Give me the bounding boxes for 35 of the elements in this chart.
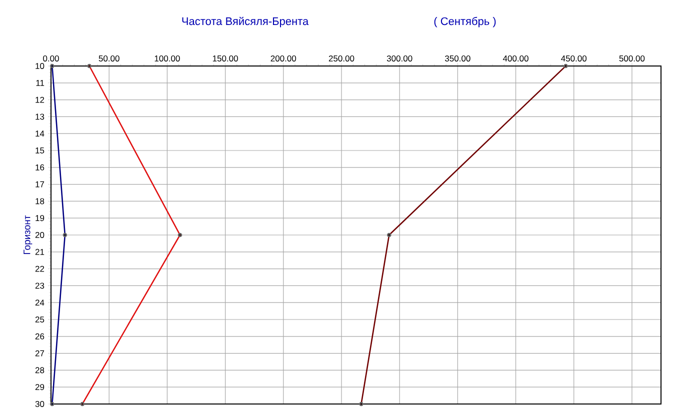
y-tick-label: 22 <box>35 266 44 272</box>
y-tick-label: 21 <box>35 248 44 255</box>
chart-title: Частота Вяйсяля-Брента <box>182 16 309 28</box>
y-tick-label: 18 <box>36 198 44 204</box>
x-tick-label: 450.00 <box>561 55 587 62</box>
y-tick-label: 16 <box>36 164 44 170</box>
y-tick-label: 29 <box>35 384 44 390</box>
y-tick-label: 15 <box>36 148 44 154</box>
y-tick-label: 14 <box>36 130 44 137</box>
chart-subtitle: ( Сентябрь ) <box>434 16 496 28</box>
y-tick-label: 27 <box>35 350 44 356</box>
x-tick-label: 500.00 <box>619 55 645 62</box>
y-tick-label: 12 <box>36 96 44 103</box>
x-tick-label: 350.00 <box>445 55 470 62</box>
y-tick-label: 23 <box>35 282 44 289</box>
x-tick-label: 400.00 <box>502 55 528 62</box>
x-tick-label: 100.00 <box>154 55 180 62</box>
y-tick-label: 20 <box>35 232 44 238</box>
y-tick-label: 13 <box>36 114 44 120</box>
x-tick-label: 0.00 <box>43 55 59 62</box>
x-tick-label: 150.00 <box>212 55 238 62</box>
y-tick-label: 17 <box>36 181 44 188</box>
x-tick-label: 300.00 <box>386 55 412 62</box>
y-tick-label: 10 <box>36 62 44 69</box>
x-tick-label: 250.00 <box>328 55 354 62</box>
y-tick-label: 28 <box>35 367 44 374</box>
y-tick-label: 19 <box>36 215 44 222</box>
y-tick-label: 24 <box>35 300 44 306</box>
y-tick-label: 25 <box>35 316 44 322</box>
y-tick-label: 26 <box>35 333 44 340</box>
x-tick-label: 50.00 <box>98 55 120 62</box>
y-tick-label: 11 <box>36 80 44 86</box>
y-axis-title: Горизонт <box>24 215 32 254</box>
y-tick-label: 30 <box>35 400 44 407</box>
x-tick-label: 200.00 <box>270 55 296 62</box>
